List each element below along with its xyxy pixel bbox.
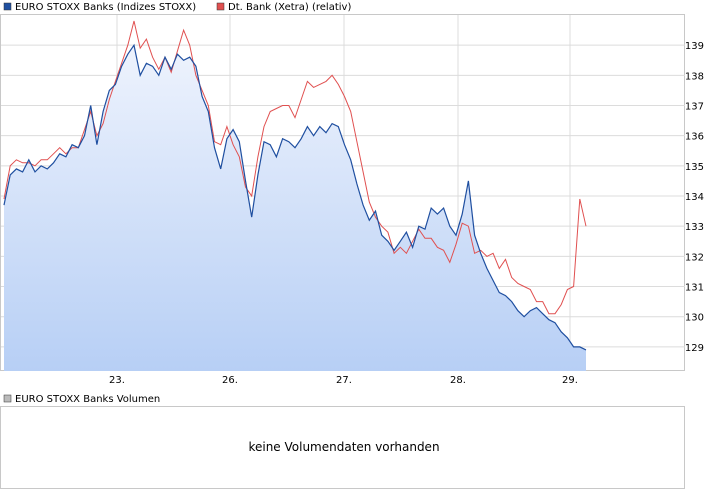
index-area <box>4 45 586 371</box>
y-tick-label: 130 <box>685 313 704 324</box>
volume-empty-message: keine Volumendaten vorhanden <box>248 440 439 454</box>
dtbank-line <box>3 20 587 315</box>
y-axis-ticks: 129 130 131 132 133 134 135 136 137 138 139 <box>685 41 704 354</box>
x-tick-label: 28. <box>450 375 466 386</box>
volume-legend-swatch <box>3 394 12 403</box>
legend-swatch-index <box>3 2 12 11</box>
x-tick-label: 27. <box>336 375 352 386</box>
legend-label-index: EURO STOXX Banks (Indizes STOXX) <box>15 2 196 13</box>
y-tick-label: 135 <box>685 162 704 173</box>
y-tick-label: 129 <box>685 343 704 354</box>
volume-frame <box>0 406 685 489</box>
volume-legend-label: EURO STOXX Banks Volumen <box>15 394 160 405</box>
y-tick-label: 133 <box>685 222 704 233</box>
x-tick-label: 29. <box>562 375 578 386</box>
y-tick-label: 131 <box>685 283 704 294</box>
y-tick-label: 139 <box>685 41 704 52</box>
y-tick-label: 138 <box>685 71 704 82</box>
y-tick-label: 136 <box>685 132 704 143</box>
index-line <box>3 43 587 351</box>
x-tick-label: 23. <box>109 375 125 386</box>
y-tick-label: 137 <box>685 102 704 113</box>
x-tick-label: 26. <box>222 375 238 386</box>
legend-label-dtbank: Dt. Bank (Xetra) (relativ) <box>228 2 351 13</box>
x-axis-ticks: 23. 26. 27. 28. 29. <box>109 375 578 386</box>
legend-swatch-dtbank <box>216 2 225 11</box>
y-tick-label: 132 <box>685 252 704 263</box>
y-tick-label: 134 <box>685 192 704 203</box>
